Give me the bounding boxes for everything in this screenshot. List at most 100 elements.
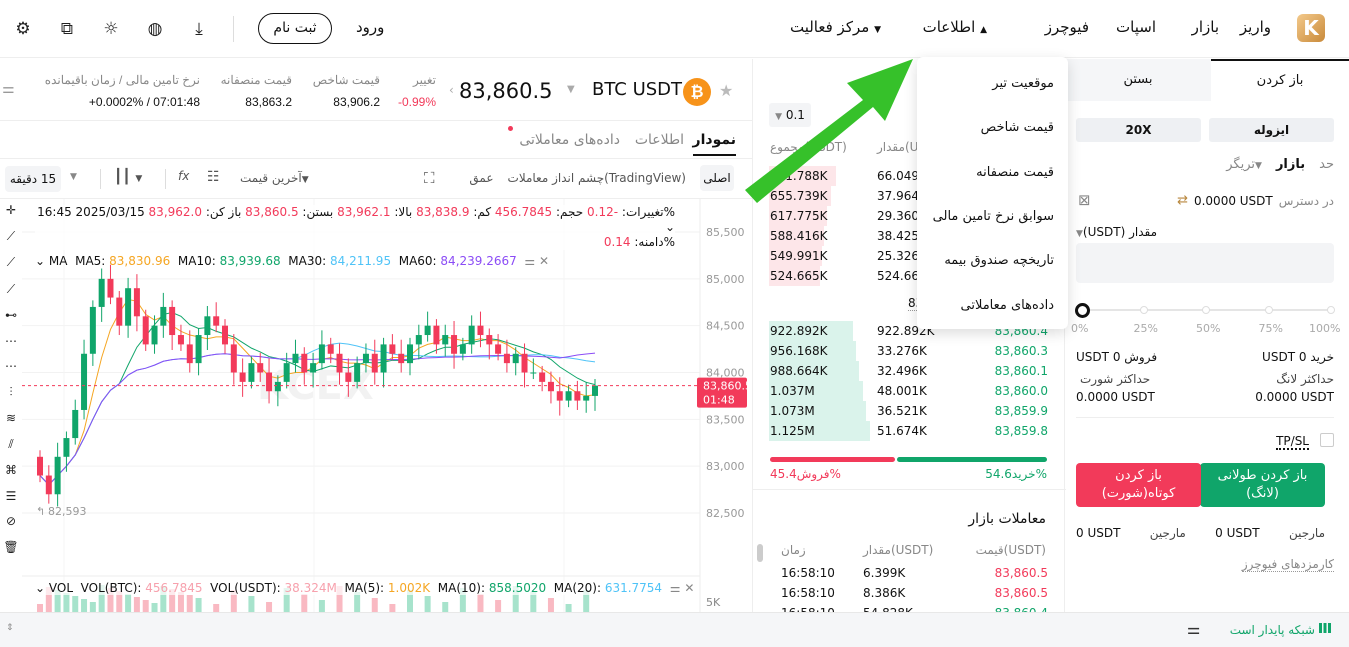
signup-button[interactable]: ثبت نام [258,13,332,44]
bid-row[interactable]: 1.125M 51.674K 83,859.8 [753,421,1066,441]
logo[interactable]: K [1297,14,1325,42]
slider-stop[interactable] [1202,306,1210,314]
basic-view-button[interactable]: اصلی [700,165,734,191]
trash-icon[interactable]: 🗑 [3,539,19,554]
menu-item[interactable]: قیمت شاخص [980,120,1054,136]
last-price-select[interactable]: آخرین قیمت▼ [240,171,309,185]
open-short-button[interactable]: باز کردن کوتاه(شورت) [1076,463,1201,507]
tab-open-position[interactable]: باز کردن [1211,59,1349,101]
globe-icon[interactable]: ◍ [147,19,163,39]
menu-item[interactable]: موقعیت تیر [992,76,1054,91]
tab-trading-data[interactable]: داده‌های معاملاتی [519,132,620,148]
indicator-fx-icon[interactable]: fx [178,169,190,183]
candlestick-chart[interactable]: 85,500 85,000 84,500 84,000 83,500 83,000 82,5… [22,199,752,612]
slider-thumb[interactable] [1075,303,1090,318]
fib-icon[interactable]: ⫽ [8,436,14,451]
vertical-line-icon[interactable]: ⫶ [9,384,13,399]
tab-info[interactable]: اطلاعات [634,132,684,148]
candle-type-icon[interactable]: ┃┃ ▼ [114,169,143,185]
candle-body [512,353,519,364]
caret-down-icon[interactable]: ▼ [70,172,77,182]
bid-row[interactable]: 1.073M 36.521K 83,859.9 [753,401,1066,421]
slider-stop[interactable] [1139,306,1148,314]
ma5-line [39,298,596,486]
login-link[interactable]: ورود [356,18,385,36]
bid-row[interactable]: 956.168K 33.276K 83,860.3 [753,341,1066,361]
volume-bar [54,590,61,612]
export-icon[interactable]: ⧉ [60,19,74,39]
settings-sliders-icon[interactable]: ⚌ [669,581,681,595]
hide-drawings-icon[interactable]: ⊘ [5,514,17,528]
resize-handle-icon[interactable]: ⇕ [6,623,14,633]
bid-row[interactable]: 1.037M 48.001K 83,860.0 [753,381,1066,401]
nav-deposit[interactable]: واریز [1239,18,1271,36]
bid-total: 922.892K [770,324,828,338]
ask-row[interactable]: 588.416K 38.425K [753,226,1066,246]
order-type-trigger[interactable]: تریگر▼ [1226,157,1262,172]
precision-select[interactable]: ▼ 0.1 [769,103,811,127]
open-long-button[interactable]: باز کردن طولانی (لانگ) [1200,463,1325,507]
sun-icon[interactable]: ☼ [103,19,119,39]
horizontal-ray-icon[interactable]: ⋯ [5,333,17,348]
ask-row[interactable]: 655.739K 37.964K [753,186,1066,206]
crosshair-icon[interactable]: ✛ [5,203,17,217]
chevron-down-icon[interactable]: ⌄ [664,220,675,234]
price-line-icon[interactable]: ⋯ [5,359,17,373]
slider-stop[interactable] [1327,306,1335,314]
slider-stop[interactable] [1264,306,1273,314]
leverage-button[interactable]: 20X [1076,118,1201,142]
interval-select[interactable]: 15 دقیقه [5,166,61,192]
margin-mode-button[interactable]: ایزوله [1209,118,1334,142]
nav-activity[interactable]: مرکز فعالیت ▼ [790,18,881,36]
candle-body [318,344,325,364]
star-icon[interactable]: ★ [719,81,734,100]
tab-chart[interactable]: نمودار [692,132,736,156]
close-icon[interactable]: ✕ [539,254,550,268]
tpsl-label[interactable]: TP/SL [1276,434,1309,450]
scrollbar-thumb[interactable] [757,544,763,562]
ma5-label: MA5: [75,254,110,268]
transfer-icon[interactable]: ⇄ [1177,193,1188,208]
menu-item[interactable]: قیمت منصفانه [976,164,1054,180]
tab-close-position[interactable]: بستن [1065,59,1211,101]
chevron-down-icon[interactable]: ⌄ [35,581,46,595]
order-type-limit[interactable]: حد [1319,157,1334,172]
nav-info[interactable]: اطلاعات ▲ [923,18,987,36]
layout-grid-icon[interactable]: ☷ [207,169,220,185]
settings-sliders-icon[interactable]: ⚌ [1187,620,1201,638]
parallel-channel-icon[interactable]: ≋ [5,411,17,425]
nav-market[interactable]: بازار [1191,18,1219,36]
quantity-input[interactable] [1076,243,1334,283]
depth-button[interactable]: عمق [469,171,494,185]
close-icon[interactable]: ✕ [684,581,695,595]
menu-item[interactable]: سوابق نرخ تامین مالی [932,208,1054,224]
nav-futures[interactable]: فیوچرز [1044,18,1089,36]
ask-row[interactable]: 617.775K 29.360K [753,206,1066,226]
caret-down-icon[interactable]: ▼ [567,84,575,95]
extended-line-icon[interactable]: ⟋ [6,281,16,296]
symbol-name[interactable]: BTC USDT [592,79,683,100]
download-icon[interactable]: ⤓ [195,19,203,39]
ask-row[interactable]: 549.991K 25.326K [753,246,1066,266]
qty-unit-select[interactable]: مقدار (USDT)▼ [1076,225,1157,239]
tradingview-button[interactable]: چشم انداز معاملات(TradingView) [507,171,686,185]
order-type-market[interactable]: بازار [1275,157,1306,172]
nav-spot[interactable]: اسپات [1116,18,1156,36]
futures-fees-link[interactable]: کارمزدهای فیوچرز [1241,557,1334,572]
settings-sliders-icon[interactable]: ⚌ [524,254,536,268]
gear-icon[interactable]: ⚙ [15,19,31,39]
settings-sliders-icon[interactable]: ⚌ [2,81,15,97]
measure-icon[interactable]: ☰ [5,488,17,503]
horizontal-line-icon[interactable]: ⊷ [5,308,17,322]
fullscreen-icon[interactable]: ⛶ [424,169,435,187]
pattern-icon[interactable]: ⌘ [5,463,17,477]
calculator-icon[interactable]: ⊠ [1078,191,1091,209]
chevron-down-icon[interactable]: ⌄ [35,254,46,268]
tpsl-checkbox[interactable] [1320,433,1334,447]
bid-row[interactable]: 988.664K 32.496K 83,860.1 [753,361,1066,381]
menu-item[interactable]: تاریخچه صندوق بیمه [944,253,1054,269]
menu-item[interactable]: داده‌های معاملاتی [960,297,1055,313]
ray-icon[interactable]: ⟋ [6,255,16,269]
trend-line-icon[interactable]: ⟋ [6,228,16,243]
chevron-left-icon[interactable]: ‹ [449,83,454,97]
